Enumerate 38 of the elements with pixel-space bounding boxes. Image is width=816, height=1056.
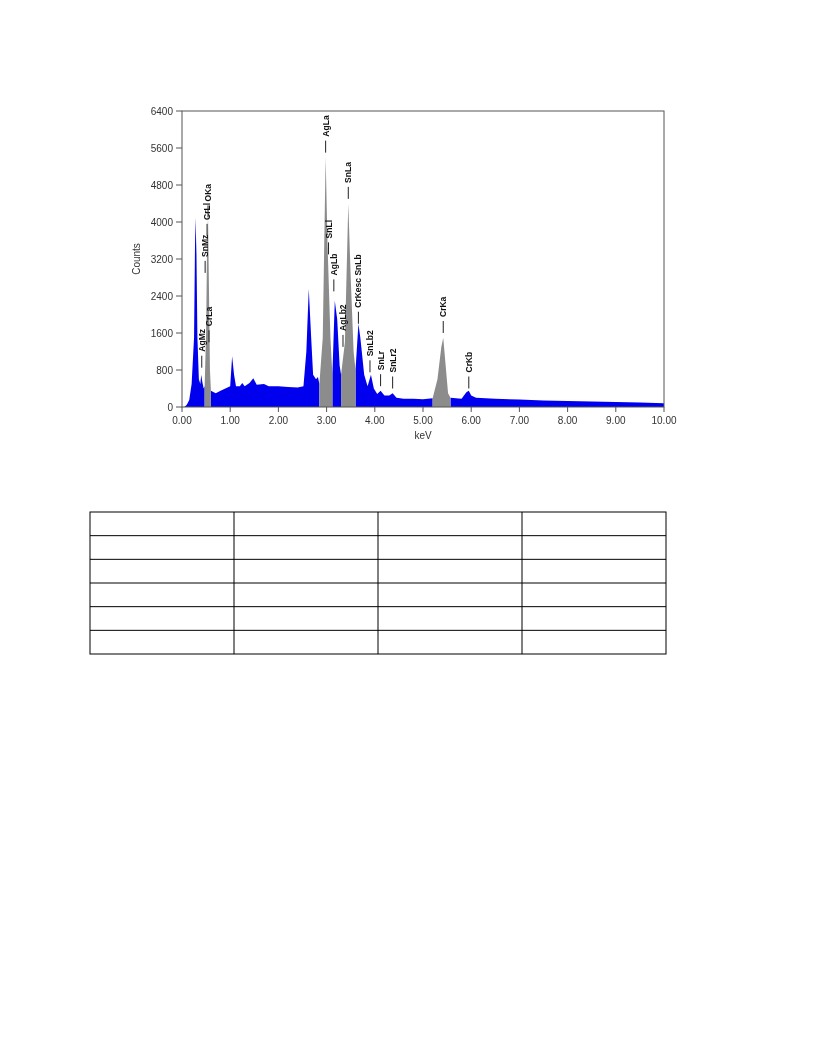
annotation: AgLb — [328, 253, 339, 276]
x-axis-title: keV — [414, 430, 432, 441]
annotation: AgLa — [320, 115, 331, 137]
x-tick-label: 10.00 — [651, 415, 677, 426]
y-tick-label: 1600 — [150, 327, 174, 339]
annotation: CrKb — [463, 351, 474, 373]
annotation: SnLl — [323, 219, 334, 239]
y-tick-label: 2400 — [150, 290, 174, 302]
y-tick-label: 4000 — [150, 216, 174, 228]
x-tick-label: 8.00 — [557, 415, 578, 426]
x-tick-label: 4.00 — [365, 415, 385, 426]
x-tick-label: 3.00 — [316, 415, 337, 426]
y-tick-label: 0 — [167, 401, 174, 413]
annotation: AgLb2 — [337, 304, 348, 331]
annotation: CrKesc SnLb — [353, 254, 364, 308]
x-tick-label: 9.00 — [606, 415, 626, 426]
x-tick-label: 7.00 — [509, 415, 530, 426]
annotation: CrKa — [438, 296, 449, 317]
y-tick-label: 5600 — [150, 142, 174, 154]
y-tick-label: 3200 — [150, 253, 174, 265]
x-tick-label: 1.00 — [220, 415, 241, 426]
x-tick-label: 6.00 — [461, 415, 482, 426]
annotation: SnLr2 — [387, 348, 398, 373]
annotation: SnMz — [200, 234, 211, 257]
annotation: OKa — [203, 183, 214, 202]
x-tick-label: 2.00 — [268, 415, 289, 426]
annotation: CrLl — [202, 202, 213, 220]
annotation: SnLr — [375, 350, 386, 371]
annotation: SnLa — [343, 161, 354, 183]
annotation: CrLa — [203, 306, 214, 327]
y-axis-title: Counts — [131, 243, 142, 275]
annotation: SnLb2 — [364, 330, 375, 357]
y-tick-label: 4800 — [150, 179, 174, 191]
y-tick-label: 6400 — [150, 105, 174, 117]
annotation: AgMz — [196, 329, 207, 352]
x-tick-label: 0.00 — [172, 415, 193, 426]
x-tick-label: 5.00 — [413, 415, 434, 426]
y-tick-label: 800 — [156, 364, 174, 376]
